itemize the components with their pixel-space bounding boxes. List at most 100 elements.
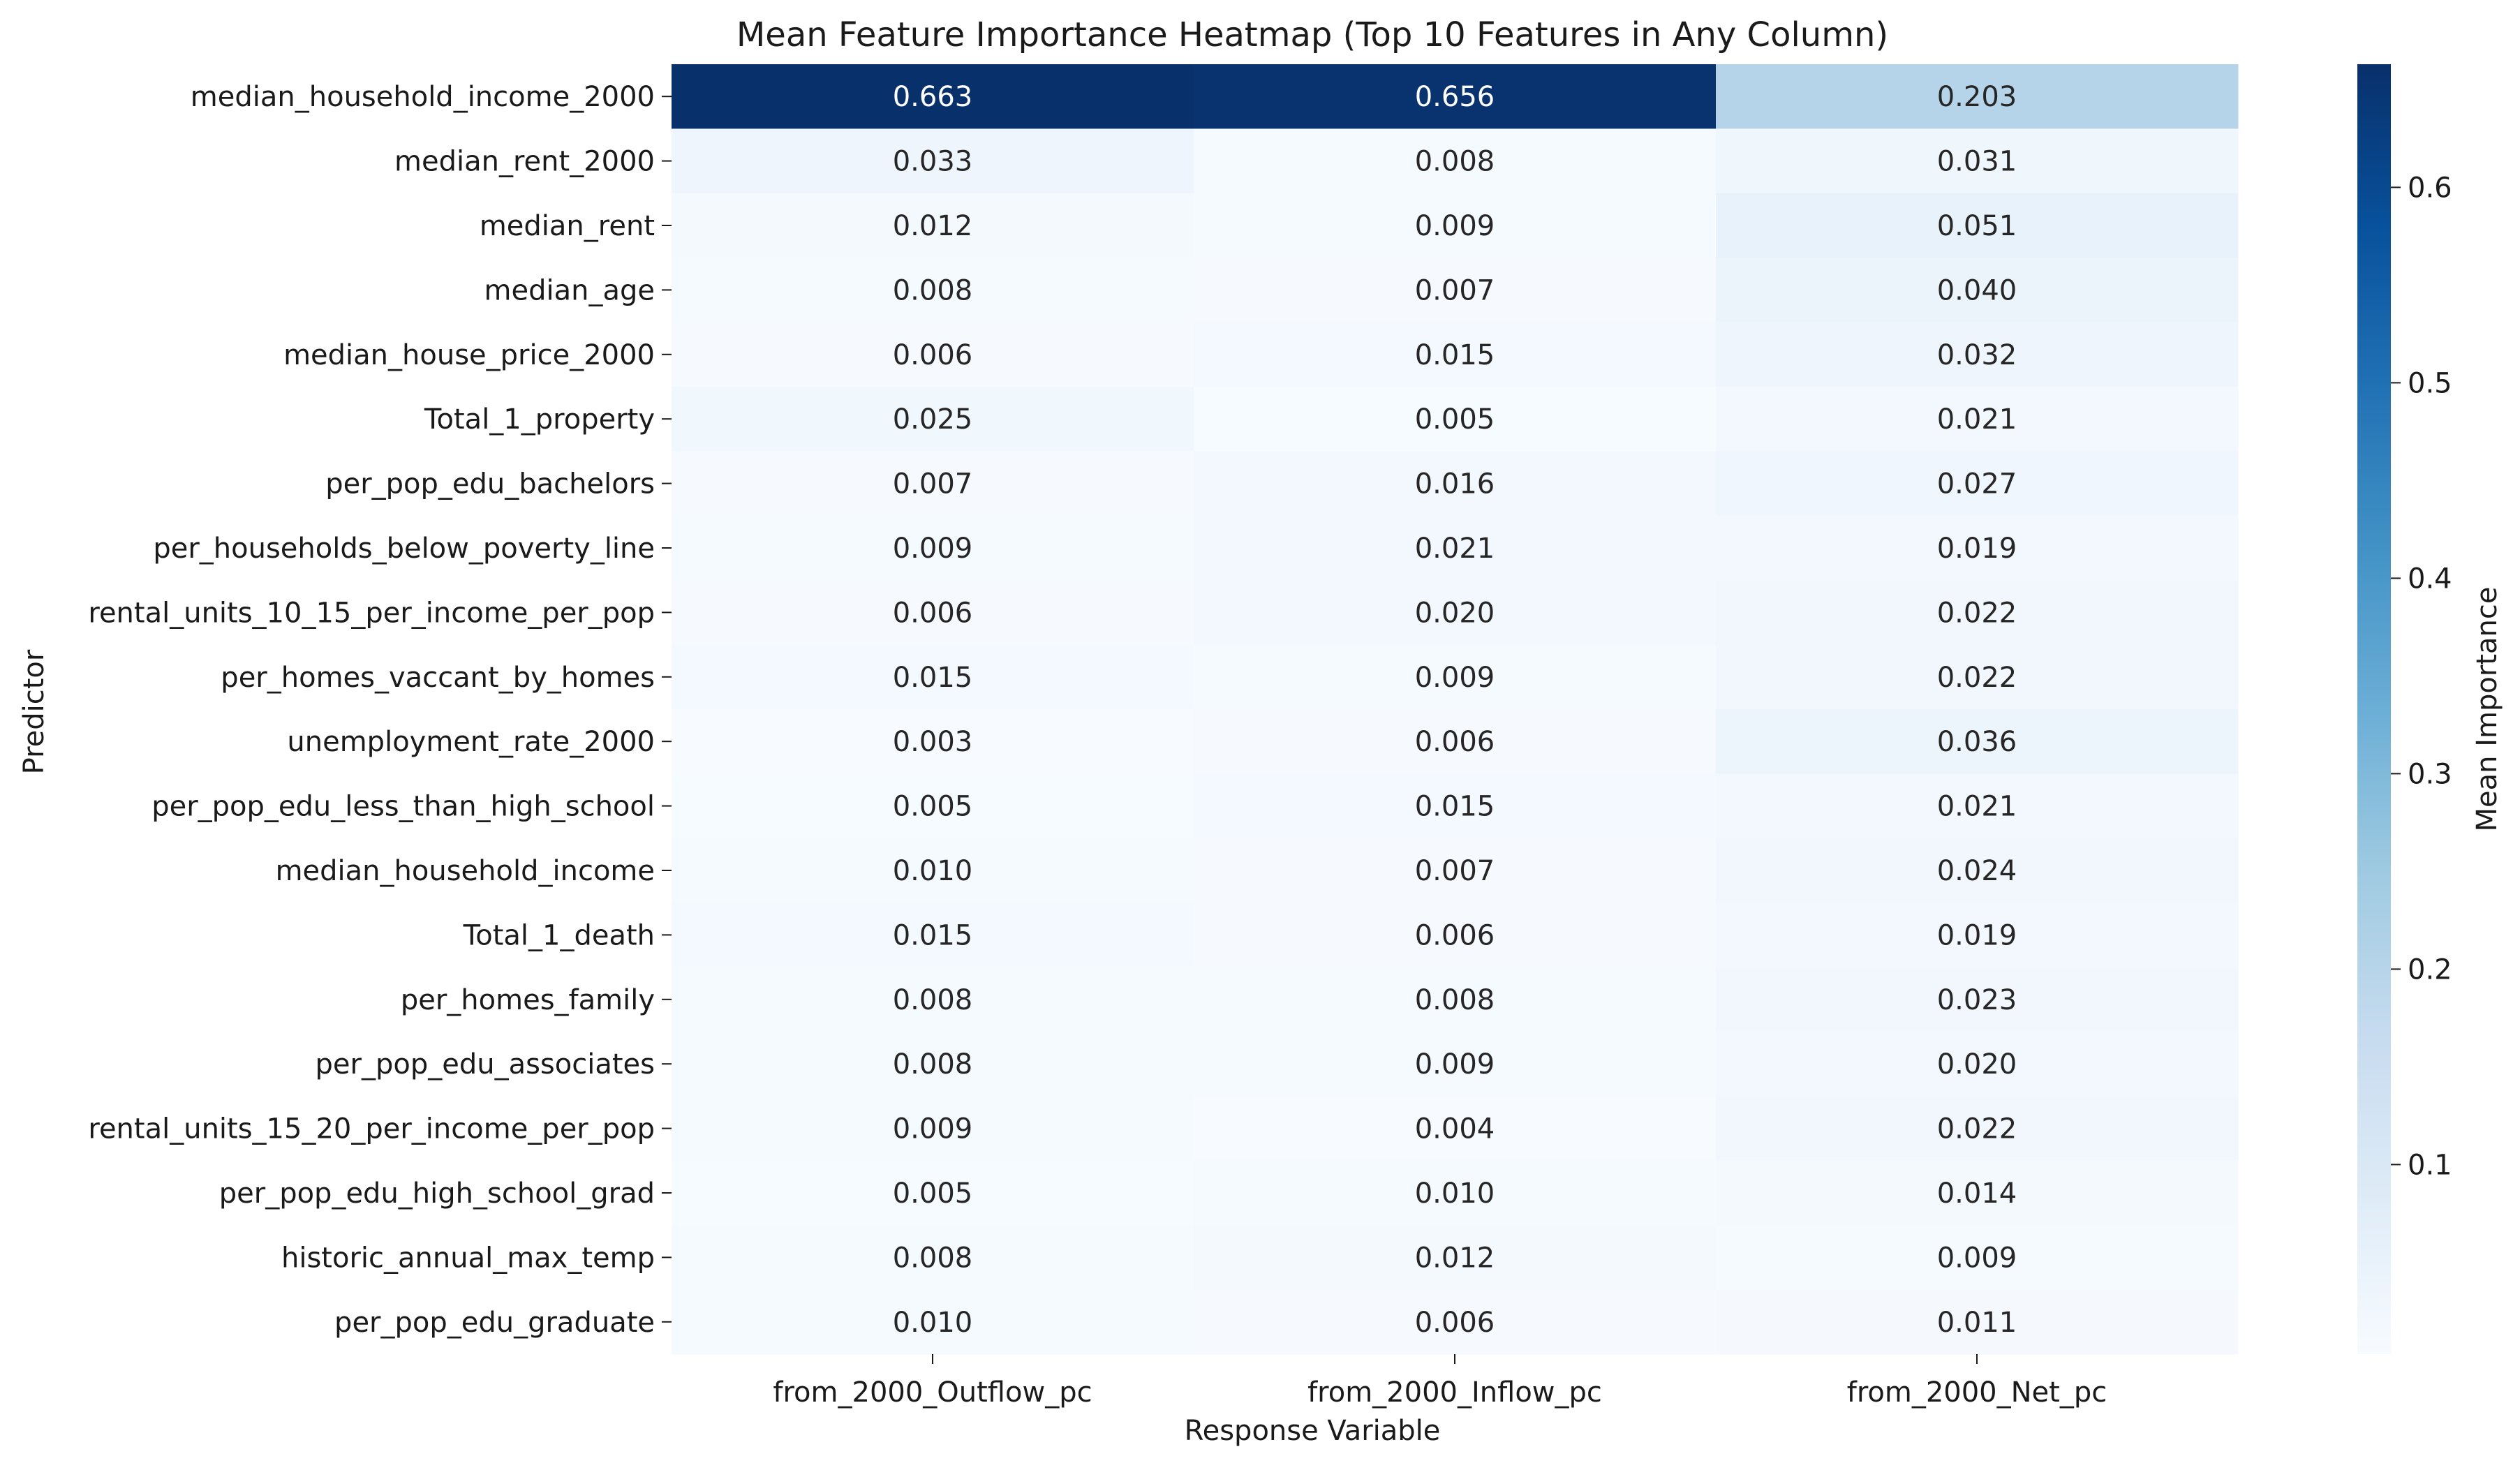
chart-title: Mean Feature Importance Heatmap (Top 10 …: [736, 15, 1888, 54]
heatmap-cell: [672, 387, 1194, 452]
y-tick-label: historic_annual_max_temp: [281, 1242, 655, 1274]
cell-value-label: 0.019: [1937, 533, 2017, 565]
heatmap-cell: [672, 322, 1194, 387]
heatmap-cell: [672, 451, 1194, 517]
heatmap-cell: [672, 967, 1194, 1032]
heatmap-cell: [1716, 1032, 2239, 1097]
cell-value-label: 0.008: [893, 1242, 973, 1274]
heatmap-cell: [1716, 322, 2239, 387]
cell-value-label: 0.031: [1937, 146, 2017, 178]
heatmap-cell: [1194, 1160, 1717, 1226]
cell-value-label: 0.009: [1937, 1242, 2017, 1274]
y-tick-label: rental_units_10_15_per_income_per_pop: [88, 597, 655, 629]
y-tick-label: rental_units_15_20_per_income_per_pop: [88, 1113, 655, 1145]
cell-value-label: 0.010: [893, 855, 973, 887]
y-tick-label: per_homes_family: [401, 984, 655, 1016]
heatmap-cell: [1194, 193, 1717, 258]
cell-value-label: 0.006: [893, 339, 973, 371]
heatmap-cell: [1194, 451, 1717, 517]
cell-value-label: 0.021: [1937, 791, 2017, 823]
cell-value-label: 0.008: [893, 274, 973, 306]
cell-value-label: 0.006: [1415, 726, 1495, 758]
cell-value-label: 0.003: [893, 726, 973, 758]
cell-value-label: 0.022: [1937, 597, 2017, 629]
colorbar-tick-label: 0.4: [2408, 563, 2452, 595]
heatmap-cell: [1716, 515, 2239, 581]
heatmap-cell: [1194, 1225, 1717, 1291]
cell-value-label: 0.033: [893, 146, 973, 178]
heatmap-cell: [1716, 1096, 2239, 1161]
heatmap-cell: [672, 1225, 1194, 1291]
cell-value-label: 0.051: [1937, 210, 2017, 242]
y-tick-label: median_house_price_2000: [283, 339, 655, 371]
cell-value-label: 0.022: [1937, 662, 2017, 694]
heatmap-cell: [1716, 451, 2239, 517]
heatmap-cell: [672, 580, 1194, 646]
heatmap-cell: [1716, 967, 2239, 1032]
heatmap-cell: [1194, 709, 1717, 774]
cell-value-label: 0.027: [1937, 468, 2017, 500]
heatmap-cell: [1716, 903, 2239, 968]
y-tick-label: median_household_income: [276, 855, 655, 887]
x-tick-label: from_2000_Outflow_pc: [773, 1376, 1092, 1409]
cell-value-label: 0.016: [1415, 468, 1495, 500]
y-tick-label: unemployment_rate_2000: [287, 726, 655, 758]
heatmap-cell: [1194, 838, 1717, 903]
heatmap-cell: [1716, 258, 2239, 323]
y-tick-label: per_pop_edu_bachelors: [325, 468, 655, 500]
cell-value-label: 0.005: [1415, 403, 1495, 436]
heatmap-cell: [672, 644, 1194, 710]
heatmap-cell: [1194, 387, 1717, 452]
y-axis-ticks: median_household_income_2000 median_rent_…: [88, 81, 672, 1339]
heatmap-cell: [672, 773, 1194, 839]
heatmap-cell: [672, 903, 1194, 968]
cell-value-label: 0.009: [893, 533, 973, 565]
heatmap-cell: [672, 128, 1194, 194]
heatmap-cell: [672, 1096, 1194, 1161]
heatmap-cell: [672, 193, 1194, 258]
heatmap-cell: [1716, 644, 2239, 710]
heatmap-cell: [1716, 1160, 2239, 1226]
cell-value-label: 0.007: [893, 468, 973, 500]
cell-value-label: 0.656: [1415, 81, 1495, 113]
cell-value-label: 0.019: [1937, 919, 2017, 951]
heatmap-cell: [1194, 128, 1717, 194]
cell-value-label: 0.021: [1937, 403, 2017, 436]
colorbar-tick-label: 0.2: [2408, 953, 2452, 986]
cell-value-label: 0.006: [1415, 1307, 1495, 1339]
cell-value-label: 0.004: [1415, 1113, 1495, 1145]
heatmap-cell: [1194, 64, 1717, 129]
cell-value-label: 0.005: [893, 1178, 973, 1210]
heatmap-cell: [672, 709, 1194, 774]
cell-value-label: 0.015: [893, 662, 973, 694]
y-axis-label: Predictor: [18, 649, 50, 774]
cell-value-label: 0.006: [893, 597, 973, 629]
cell-value-label: 0.011: [1937, 1307, 2017, 1339]
heatmap-cell: [1716, 128, 2239, 194]
heatmap-cell: [1194, 258, 1717, 323]
cell-value-label: 0.014: [1937, 1178, 2017, 1210]
cell-value-label: 0.022: [1937, 1113, 2017, 1145]
heatmap-cell: [1194, 515, 1717, 581]
colorbar: [2357, 64, 2391, 1354]
heatmap-cell: [1716, 709, 2239, 774]
colorbar-tick-label: 0.1: [2408, 1149, 2452, 1181]
heatmap-cell: [1194, 1032, 1717, 1097]
cell-value-label: 0.012: [893, 210, 973, 242]
cell-value-label: 0.009: [1415, 662, 1495, 694]
y-tick-label: per_pop_edu_graduate: [334, 1307, 655, 1339]
cell-value-label: 0.021: [1415, 533, 1495, 565]
heatmap-cell: [1716, 580, 2239, 646]
colorbar-ticks: 0.1 0.2 0.3 0.4 0.5 0.6: [2391, 172, 2452, 1181]
colorbar-tick-label: 0.5: [2408, 367, 2452, 399]
heatmap-cell: [672, 1032, 1194, 1097]
y-tick-label: per_pop_edu_associates: [316, 1048, 655, 1081]
heatmap-cell: [1716, 387, 2239, 452]
cell-value-label: 0.015: [1415, 339, 1495, 371]
cell-value-label: 0.040: [1937, 274, 2017, 306]
y-tick-label: per_households_below_poverty_line: [153, 533, 655, 565]
y-tick-label: per_homes_vaccant_by_homes: [221, 662, 655, 694]
heatmap-cell: [1716, 1289, 2239, 1355]
